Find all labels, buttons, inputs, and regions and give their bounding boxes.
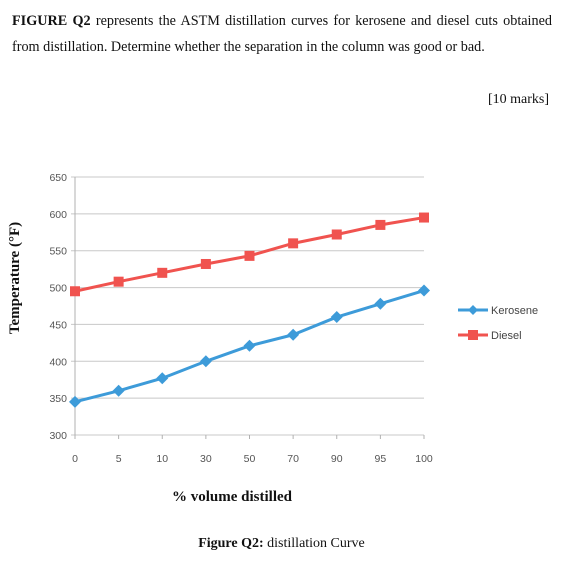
diesel-point [157,267,168,278]
kerosene-point [199,355,212,368]
question-text: FIGURE Q2 represents the ASTM distillati… [12,8,552,60]
diesel-point [375,219,386,230]
x-tick-labels: 0 5 10 30 50 70 90 95 100 [72,453,433,465]
x-tick-label: 5 [116,453,122,465]
kerosene-point [374,297,387,310]
diesel-point [419,212,429,223]
series-layer [69,212,430,408]
kerosene-point [330,311,343,324]
distillation-chart: 300 350 400 450 500 550 600 650 0 5 10 30 50 70 90 95 1… [7,172,538,505]
y-tick-label: 450 [49,319,67,331]
legend-item-diesel: Diesel [458,330,522,342]
kerosene-point [418,284,430,297]
kerosene-point [243,339,256,352]
x-tick-label: 100 [415,453,433,465]
diesel-point [288,238,299,249]
x-tick-label: 30 [200,453,212,465]
x-tick-label: 90 [331,453,343,465]
x-tick-label: 10 [156,453,168,465]
y-tick-label: 500 [49,283,67,295]
diesel-point [331,229,342,240]
diesel-point [113,276,124,287]
y-tick-label: 300 [49,430,67,442]
y-tick-labels: 300 350 400 450 500 550 600 650 [49,172,67,442]
y-tick-label: 400 [49,356,67,368]
legend-label: Diesel [491,330,522,342]
x-tick-label: 70 [287,453,299,465]
question-label: FIGURE Q2 [12,13,91,29]
y-axis-label: Temperature (°F) [7,222,23,334]
x-tick-label: 0 [72,453,78,465]
legend-label: Kerosene [491,305,538,317]
diesel-point [70,286,80,297]
kerosene-point [287,328,300,341]
y-tick-label: 650 [49,172,67,184]
y-tick-label: 600 [49,209,67,221]
diesel-point [200,258,211,269]
legend: Kerosene Diesel [458,305,538,342]
series-kerosene [69,284,430,408]
gridlines [71,176,425,439]
marks-label: [10 marks] [487,92,549,107]
x-tick-label: 50 [244,453,256,465]
legend-item-kerosene: Kerosene [458,305,538,317]
caption-label: Figure Q2: [198,536,264,551]
diesel-point [244,250,255,261]
series-diesel [70,212,429,297]
kerosene-point [69,395,81,408]
kerosene-point [156,372,169,385]
x-tick-label: 95 [375,453,387,465]
kerosene-point [112,384,125,397]
y-tick-label: 550 [49,246,67,258]
figure-caption: Figure Q2: distillation Curve [0,536,563,552]
legend-marker [468,305,478,315]
legend-marker [468,330,478,340]
y-tick-label: 350 [49,393,67,405]
caption-text: distillation Curve [263,536,365,551]
question-body: represents the ASTM distillation curves … [12,13,552,55]
x-axis-label: % volume distilled [172,489,293,505]
